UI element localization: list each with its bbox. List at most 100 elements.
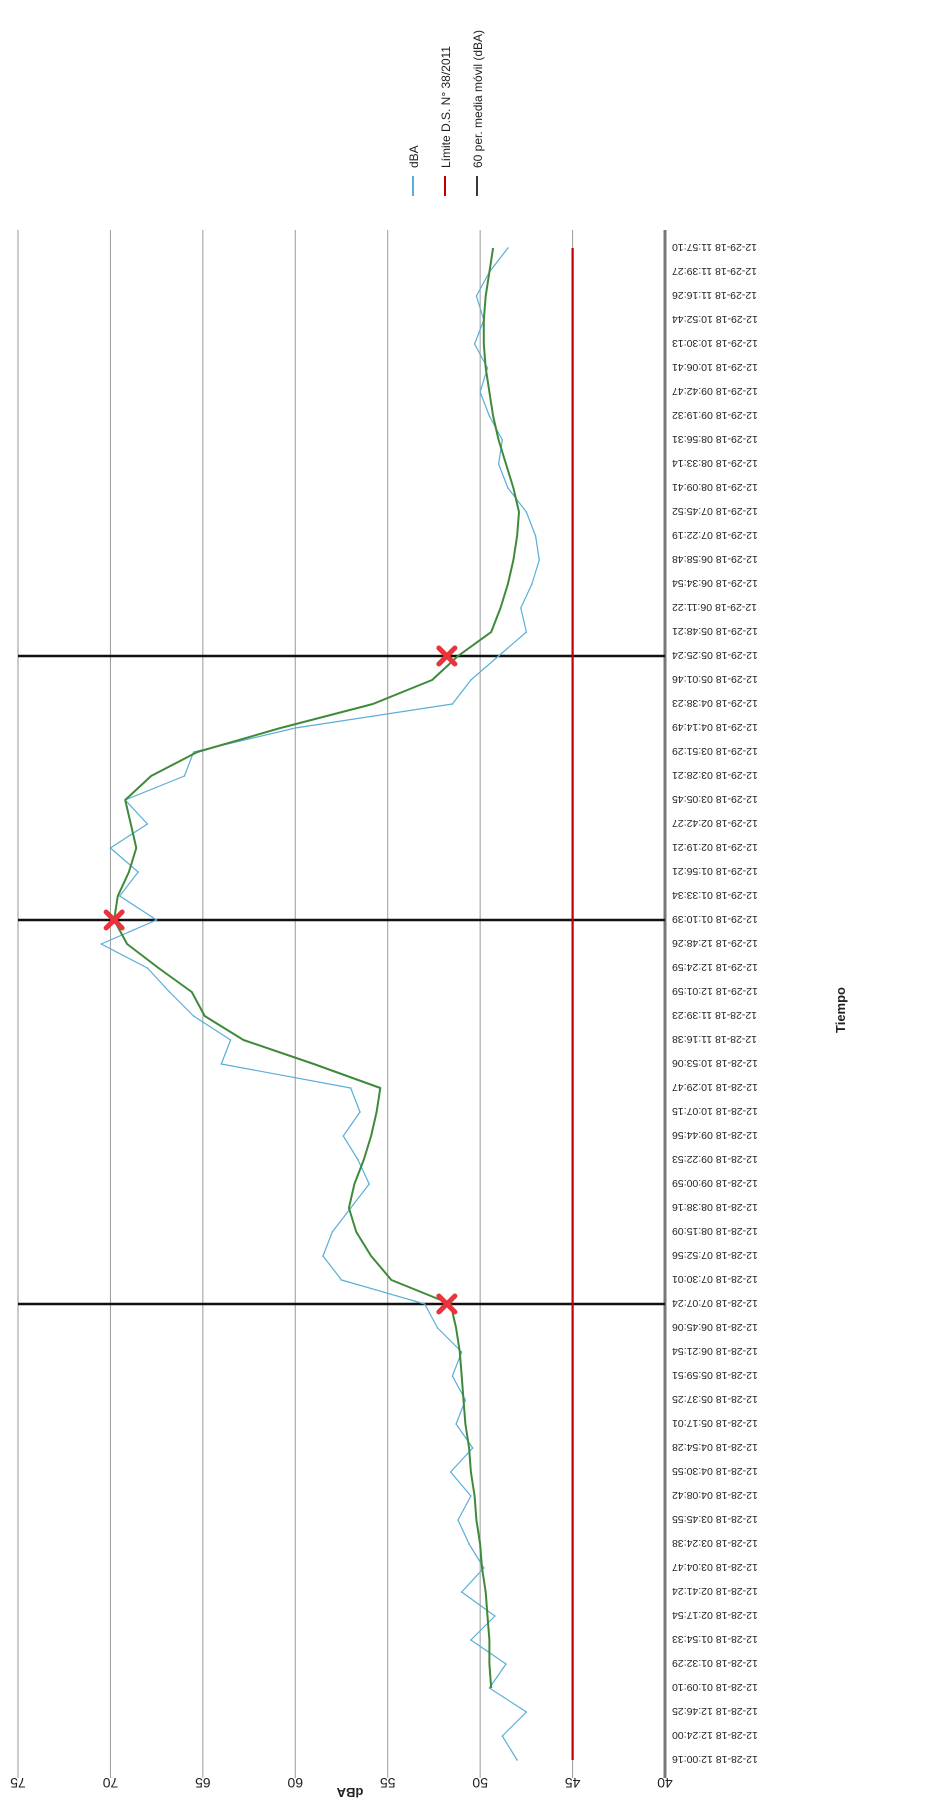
- legend-item: Límite D.S. N° 38/2011: [439, 46, 453, 196]
- marker-x-stroke: [103, 909, 125, 931]
- data-point: [488, 1687, 491, 1689]
- data-point: [497, 655, 500, 657]
- x-tick-label: 12-29-18 03:05:45: [672, 793, 758, 805]
- series-line-0: [100, 247, 540, 1761]
- data-point: [505, 1663, 507, 1665]
- data-point: [183, 775, 186, 777]
- legend-item: dBA: [407, 145, 421, 196]
- data-point: [479, 391, 481, 393]
- x-tick-label: 12-29-18 10:30:13: [672, 337, 758, 349]
- data-point: [488, 415, 491, 417]
- y-tick-label: 60: [287, 1775, 303, 1791]
- data-point: [494, 1615, 496, 1617]
- x-tick-label: 12-28-18 10:07:15: [672, 1105, 758, 1117]
- data-point: [460, 1591, 463, 1593]
- data-point: [483, 1567, 485, 1569]
- x-tick-label: 12-28-18 11:39:23: [672, 1009, 757, 1021]
- data-point: [349, 1087, 352, 1089]
- data-point: [534, 535, 537, 537]
- x-tick-label: 12-28-18 04:54:28: [672, 1441, 758, 1453]
- y-tick-label: 40: [657, 1775, 673, 1791]
- x-tick-label: 12-29-18 09:42:47: [672, 385, 758, 397]
- x-tick-label: 12-28-18 11:16:38: [672, 1033, 757, 1045]
- x-tick-label: 12-28-18 01:09:10: [672, 1681, 758, 1693]
- x-tick-label: 12-29-18 08:56:31: [672, 433, 758, 445]
- y-tick-label: 45: [565, 1775, 581, 1791]
- data-point: [470, 1639, 472, 1641]
- x-tick-label: 12-29-18 11:57:10: [672, 241, 757, 253]
- x-tick-label: 12-29-18 12:01:59: [672, 985, 758, 997]
- plot-area: [17, 230, 667, 1778]
- data-point: [340, 1279, 343, 1281]
- x-tick-label: 12-28-18 09:00:59: [672, 1177, 758, 1189]
- data-point: [525, 511, 528, 513]
- x-tick-label: 12-29-18 07:22:19: [672, 529, 758, 541]
- x-tick-label: 12-29-18 03:28:21: [672, 769, 758, 781]
- x-tick-label: 12-29-18 11:39:27: [672, 265, 757, 277]
- axis-layer: 40 45 50 55 60 65 70 75 12-28-18 12:00:16 12-28-1…: [10, 241, 848, 1799]
- data-point: [423, 1303, 426, 1305]
- x-tick-label: 12-28-18 01:54:33: [672, 1633, 758, 1645]
- x-tick-label: 12-29-18 10:06:41: [672, 361, 758, 373]
- data-point: [100, 943, 102, 945]
- x-tick-label: 12-28-18 07:07:24: [672, 1297, 758, 1309]
- marker-x: [103, 909, 125, 931]
- data-point: [294, 727, 297, 729]
- series-line-2: [113, 247, 520, 1689]
- y-tick-label: 65: [195, 1775, 211, 1791]
- data-point: [457, 1519, 459, 1521]
- data-point: [146, 967, 149, 969]
- data-point: [475, 295, 478, 297]
- data-point: [531, 583, 533, 585]
- data-point: [507, 247, 509, 249]
- x-tick-label: 12-28-18 05:59:51: [672, 1369, 758, 1381]
- x-tick-label: 12-28-18 12:46:25: [672, 1705, 758, 1717]
- data-point: [497, 463, 500, 465]
- legend-label: Límite D.S. N° 38/2011: [439, 46, 453, 168]
- data-point: [460, 1351, 463, 1353]
- x-tick-label: 12-28-18 05:17:01: [672, 1417, 758, 1429]
- x-tick-label: 12-29-18 04:38:23: [672, 697, 758, 709]
- data-point: [331, 1231, 334, 1233]
- x-tick-label: 12-28-18 08:38:16: [672, 1201, 758, 1213]
- legend-item: 60 per. media móvil (dBA): [471, 30, 485, 196]
- data-point: [501, 1735, 504, 1737]
- x-tick-label: 12-28-18 07:30:01: [672, 1273, 758, 1285]
- marker-x-stroke: [436, 1293, 458, 1315]
- x-tick-label: 12-29-18 05:25:24: [672, 649, 758, 661]
- x-tick-label: 12-29-18 02:19:21: [672, 841, 758, 853]
- y-tick-label: 55: [380, 1775, 396, 1791]
- data-point: [470, 1495, 472, 1497]
- data-point: [436, 1327, 439, 1329]
- x-tick-label: 12-28-18 12:00:16: [672, 1753, 758, 1765]
- data-point: [538, 559, 541, 561]
- x-axis-title: Tiempo: [833, 987, 848, 1033]
- x-tick-label: 12-29-18 06:34:54: [672, 577, 758, 589]
- data-point: [342, 1135, 345, 1137]
- data-point: [137, 871, 139, 873]
- y-tick-label: 70: [102, 1775, 118, 1791]
- x-tick-label: 12-28-18 02:17:54: [672, 1609, 758, 1621]
- marker-x: [436, 645, 458, 667]
- x-tick-label: 12-29-18 05:48:21: [672, 625, 758, 637]
- x-tick-label: 12-29-18 01:33:34: [672, 889, 758, 901]
- marker-x-stroke: [436, 645, 458, 667]
- data-point: [192, 1015, 195, 1017]
- data-point: [118, 895, 121, 897]
- data-point: [464, 1399, 467, 1401]
- series-layer: [100, 247, 574, 1761]
- x-tick-label: 12-29-18 10:52:44: [672, 313, 758, 325]
- x-tick-label: 12-29-18 01:56:21: [672, 865, 758, 877]
- data-point: [455, 1423, 457, 1425]
- data-point: [471, 1447, 474, 1449]
- data-point: [486, 367, 489, 369]
- data-point: [468, 1543, 470, 1545]
- marker-layer: [103, 645, 458, 1315]
- data-point: [359, 1111, 361, 1113]
- x-tick-label: 12-28-18 04:30:55: [672, 1465, 758, 1477]
- x-tick-label: 12-28-18 01:32:29: [672, 1657, 758, 1669]
- x-tick-label: 12-28-18 03:04:47: [672, 1561, 758, 1573]
- legend-label: 60 per. media móvil (dBA): [471, 30, 485, 168]
- x-tick-label: 12-29-18 04:14:49: [672, 721, 758, 733]
